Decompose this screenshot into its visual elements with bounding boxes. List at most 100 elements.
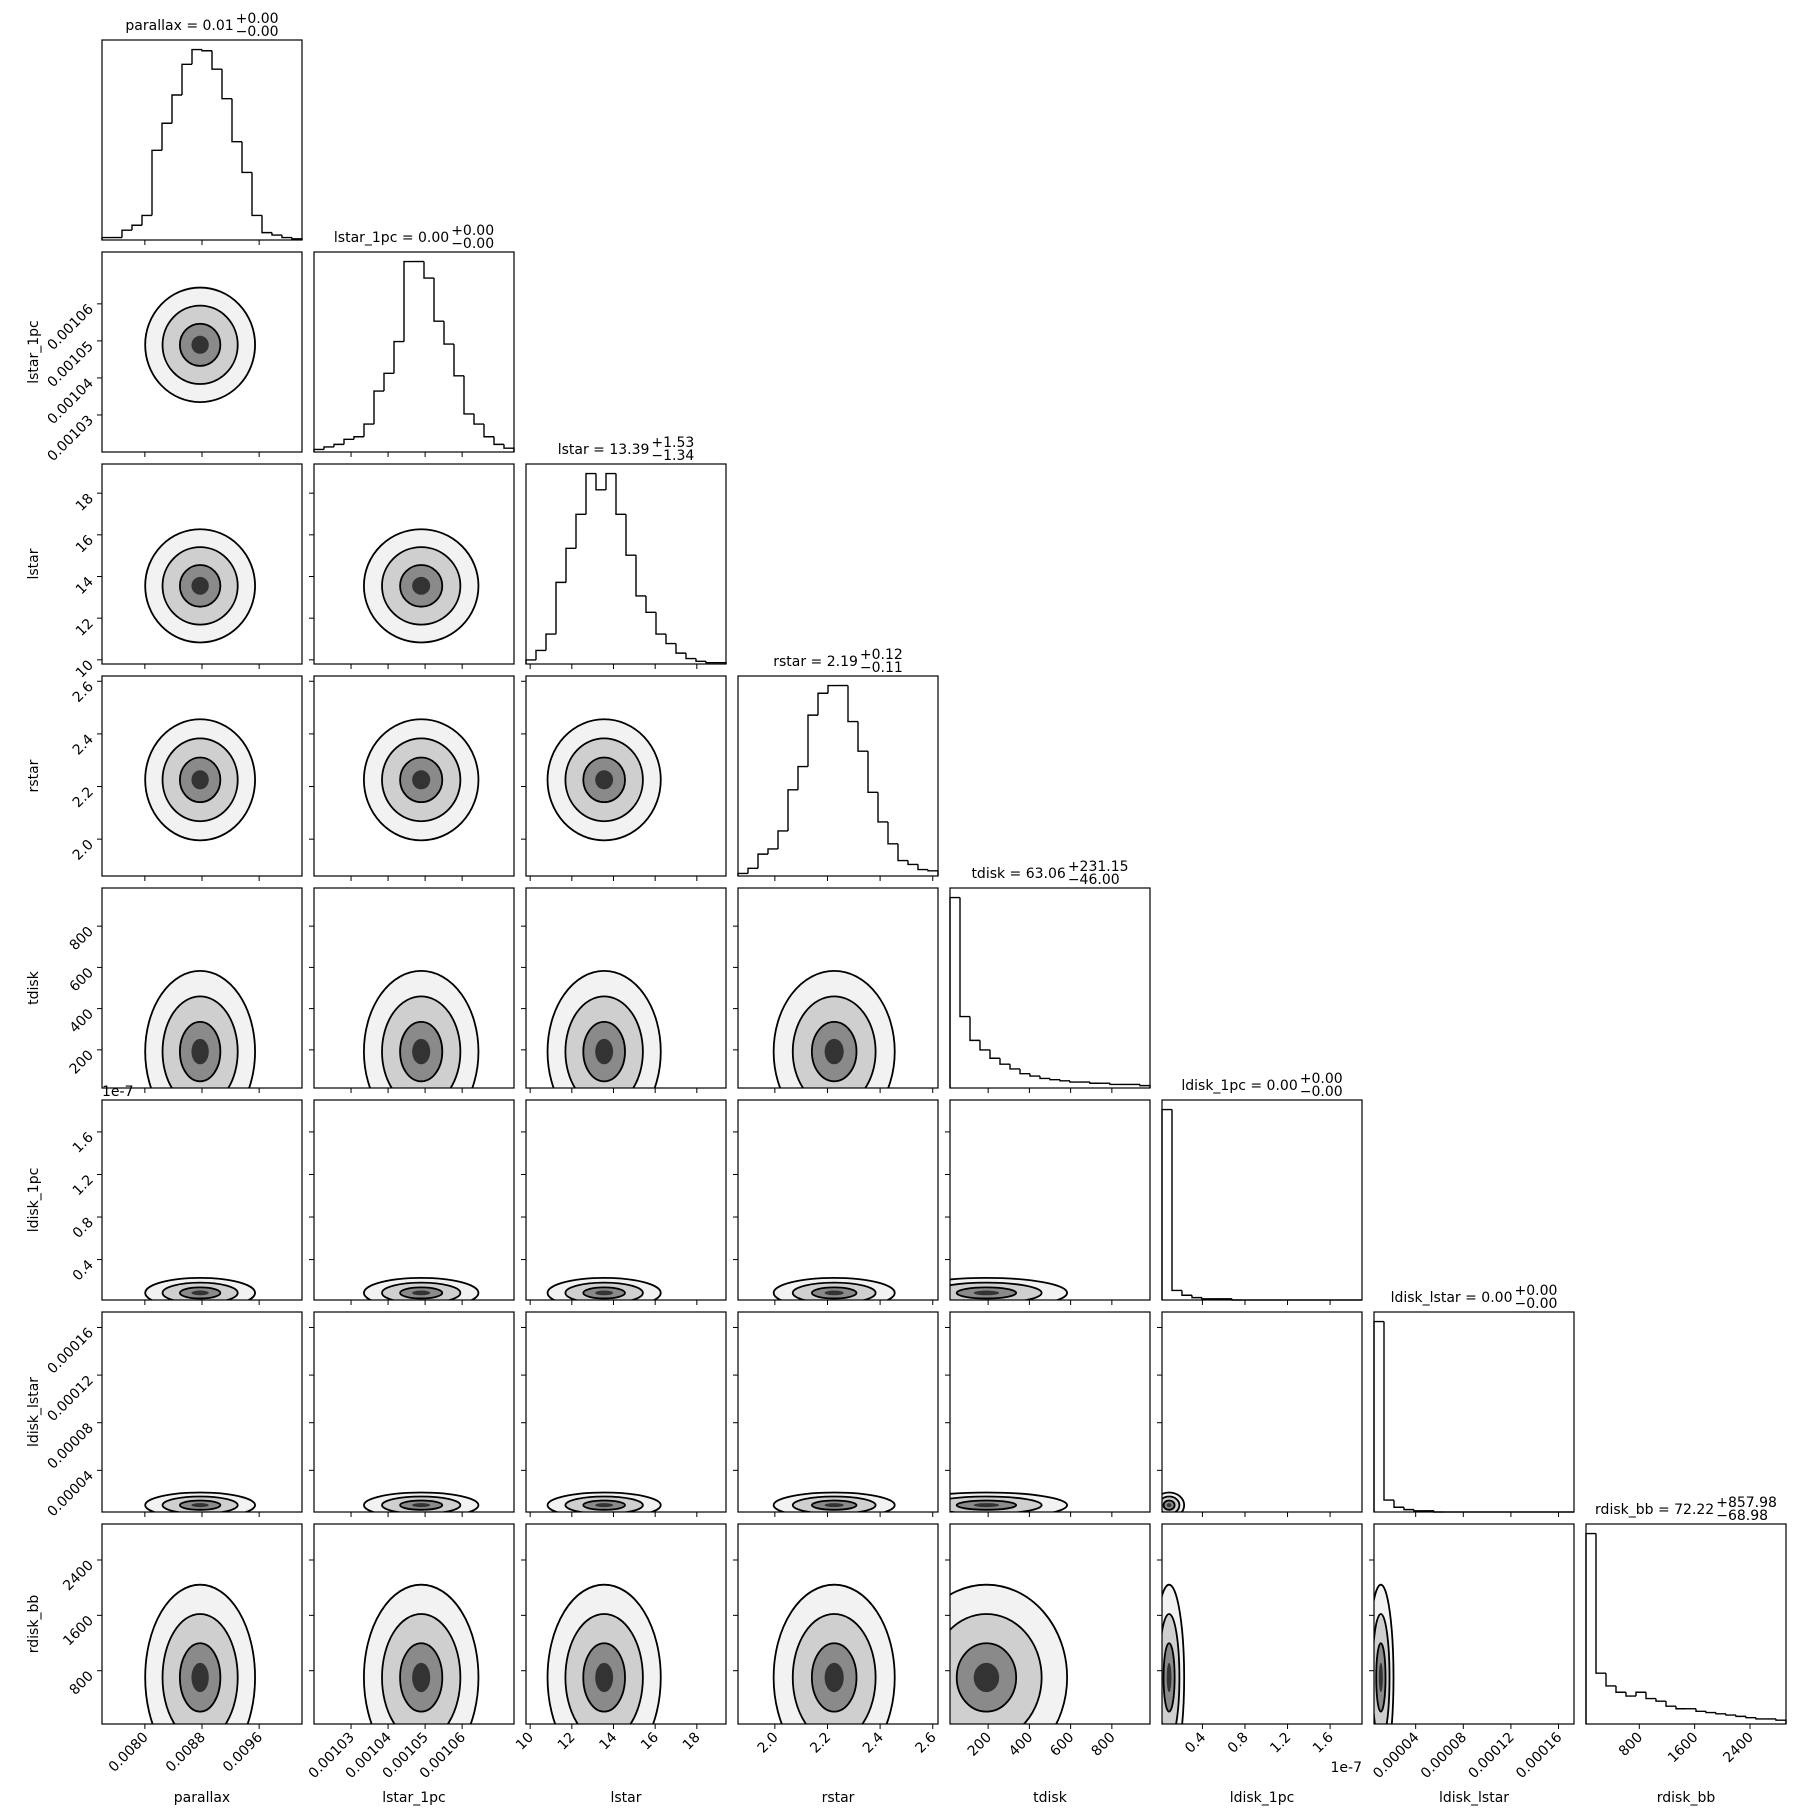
- histogram-bin: [1109, 1083, 1120, 1086]
- histogram-bin: [635, 555, 646, 597]
- contours: [1162, 1491, 1186, 1512]
- contours: [363, 1491, 480, 1512]
- title-minus: −0.00: [1514, 1296, 1557, 1312]
- histogram-bin: [525, 659, 536, 664]
- y-tick-label: 16: [73, 532, 97, 556]
- title-plus: +0.00: [1300, 1071, 1343, 1087]
- histogram-bin: [1645, 1692, 1656, 1700]
- histogram-bin: [1665, 1701, 1676, 1707]
- histogram-bin: [857, 721, 868, 752]
- histogram-bin: [503, 444, 515, 452]
- histogram-bin: [443, 321, 454, 345]
- histogram-bin: [1705, 1711, 1716, 1714]
- histogram-bin: [917, 864, 928, 871]
- y-tick-label: 0.8: [70, 1215, 97, 1242]
- contours: [950, 1491, 1068, 1512]
- contour: [412, 576, 431, 595]
- histogram-bin: [1059, 1079, 1070, 1082]
- histogram-bin: [777, 830, 788, 849]
- panel-title: rdisk_bb = 72.22 +857.98−68.98: [1595, 1495, 1777, 1524]
- y-tick-label: 2.0: [70, 837, 97, 864]
- histogram-bin: [655, 612, 666, 635]
- panel-frame: [737, 675, 939, 877]
- x-tick-label: 2.6: [913, 1729, 940, 1756]
- title-minus: −0.00: [451, 236, 494, 252]
- histogram-bin: [665, 634, 676, 645]
- histogram-bin: [615, 473, 626, 516]
- x-tick-label: 12: [555, 1730, 579, 1754]
- histogram-bin: [787, 789, 798, 831]
- histogram-bin: [1181, 1290, 1192, 1296]
- histogram-bin: [1373, 1320, 1384, 1512]
- histogram-bin: [493, 436, 504, 446]
- histogram-bin: [1755, 1717, 1766, 1720]
- x-tick-label: 0.4: [1182, 1729, 1209, 1756]
- histogram-bin: [1413, 1509, 1424, 1512]
- histogram-bin: [827, 684, 838, 694]
- histogram-bin: [1715, 1712, 1726, 1715]
- histogram-bin: [645, 595, 656, 613]
- histogram-bin: [181, 63, 192, 95]
- histogram-bin: [907, 860, 918, 866]
- y-axis-label: ldisk_lstar: [26, 1377, 42, 1447]
- density-panel: 0.4 0.8 1.2 1.6: [70, 1099, 303, 1305]
- contour: [824, 1662, 844, 1693]
- y-tick-label: 0.00016: [45, 1325, 97, 1377]
- x-tick-label: 200: [965, 1730, 995, 1760]
- title-minus: −46.00: [1068, 872, 1120, 888]
- histogram-bin: [161, 122, 172, 151]
- y-axis-label: rdisk_bb: [26, 1595, 42, 1654]
- histogram-bin: [1745, 1716, 1756, 1719]
- histogram-bin: [747, 867, 758, 874]
- panel-frame: [101, 1099, 303, 1301]
- histogram-bin: [757, 853, 768, 869]
- y-axis-label: lstar: [26, 548, 42, 579]
- histogram-panel: lstar_1pc = 0.00 +0.00−0.00: [313, 223, 515, 457]
- panel-frame: [1585, 1523, 1787, 1725]
- histogram-bin: [695, 658, 706, 662]
- panel-frame: [949, 1099, 1151, 1301]
- x-tick-label: 0.00016: [1513, 1729, 1565, 1781]
- title-main: lstar_1pc = 0.00: [334, 230, 449, 246]
- contours: [546, 1491, 662, 1512]
- histogram-bin: [251, 172, 262, 217]
- x-tick-label: 800: [1088, 1730, 1118, 1760]
- histogram-bin: [261, 215, 272, 234]
- contours: [363, 528, 480, 644]
- x-axis-label: rdisk_bb: [1657, 1790, 1716, 1806]
- contours: [772, 1276, 896, 1300]
- x-tick-label: 16: [638, 1729, 662, 1753]
- contour: [191, 576, 209, 595]
- x-axis-label: lstar: [610, 1790, 641, 1806]
- histogram-bin: [817, 692, 828, 716]
- y-tick-label: 18: [73, 491, 97, 515]
- y-tick-label: 1600: [60, 1613, 97, 1650]
- histogram-bin: [221, 69, 232, 100]
- histogram-bin: [595, 473, 606, 491]
- title-main: ldisk_lstar = 0.00: [1391, 1290, 1513, 1306]
- y-tick-label: 2.2: [70, 784, 97, 811]
- histogram-bin: [281, 235, 292, 239]
- x-tick-label: 0.00012: [1465, 1730, 1517, 1782]
- density-panel: 2.0 2.2 2.4 2.6: [733, 1523, 940, 1757]
- panel-frame: [1161, 1099, 1363, 1301]
- histogram-panel: rstar = 2.19 +0.12−0.11: [737, 647, 939, 881]
- contour: [595, 1662, 614, 1693]
- panel-frame: [949, 887, 1151, 1089]
- histogram-bin: [807, 714, 818, 767]
- density-panel: 10 12 14 16 18: [513, 1523, 727, 1754]
- contour: [595, 1503, 614, 1508]
- title-plus: +231.15: [1068, 859, 1129, 875]
- x-axis-label: rstar: [822, 1790, 855, 1806]
- density-panel: 0.4 0.8 1.2 1.6: [1157, 1523, 1363, 1757]
- panel-frame: [1373, 1311, 1575, 1513]
- x-tick-label: 2400: [1720, 1730, 1757, 1767]
- density-panel: [733, 1099, 939, 1305]
- histogram-bin: [565, 547, 576, 583]
- y-axis-label: lstar_1pc: [26, 320, 42, 384]
- density-panel: [521, 1099, 727, 1305]
- histogram-bin: [231, 98, 242, 143]
